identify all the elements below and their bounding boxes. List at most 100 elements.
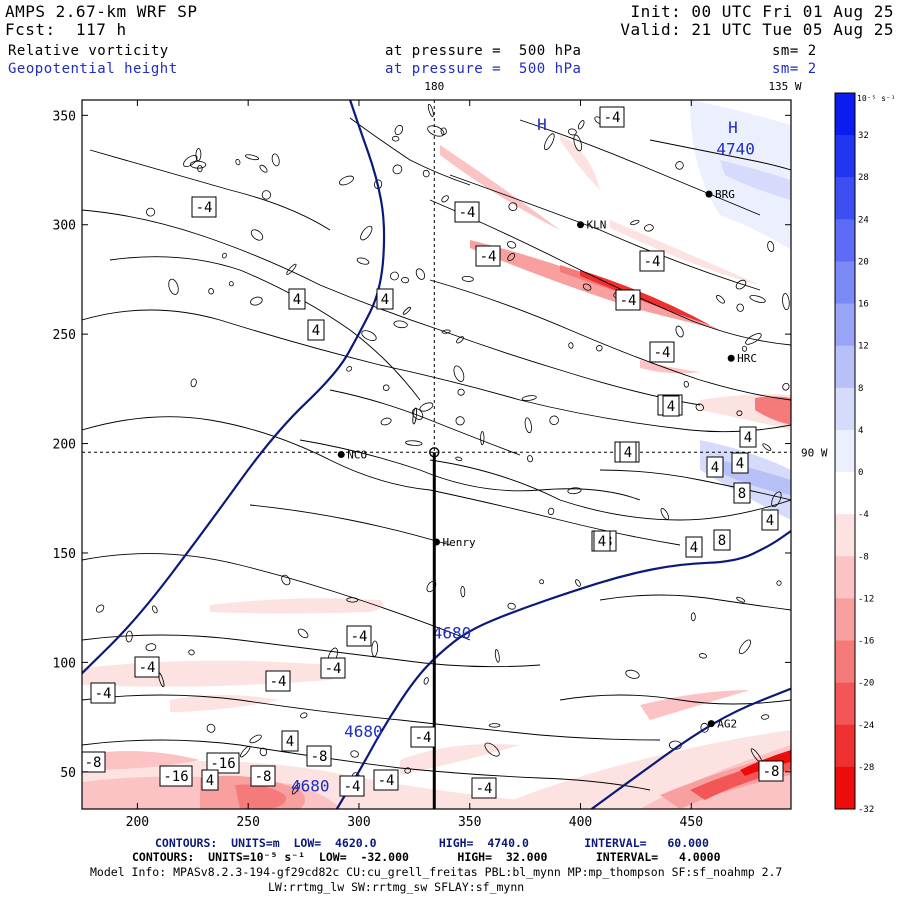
vorticity-small-loop bbox=[738, 639, 752, 655]
vorticity-small-loop bbox=[250, 296, 263, 306]
colorbar-swatch bbox=[835, 345, 855, 389]
vorticity-label-box: 8 bbox=[733, 482, 751, 504]
y-tick-label: 350 bbox=[53, 109, 76, 124]
vorticity-small-loop bbox=[455, 456, 463, 461]
lon-label-135w: 135 W bbox=[768, 80, 801, 93]
vorticity-label-box: 4 bbox=[201, 769, 219, 791]
vorticity-small-loop bbox=[405, 440, 423, 446]
colorbar-tick-label: 28 bbox=[858, 173, 869, 183]
vorticity-small-loop bbox=[543, 133, 555, 151]
vorticity-label-box: -4 bbox=[346, 625, 372, 647]
vorticity-label-frame bbox=[639, 250, 665, 272]
colorbar-tick-label: 8 bbox=[858, 384, 863, 394]
vorticity-label-box: 4 bbox=[685, 536, 703, 558]
vorticity-label-frame bbox=[615, 289, 641, 311]
station-marker bbox=[433, 538, 440, 546]
colorbar-swatch bbox=[835, 514, 855, 557]
station-marker bbox=[707, 720, 715, 728]
vorticity-small-loop bbox=[771, 491, 782, 508]
vorticity-small-loop bbox=[440, 127, 447, 136]
vorticity-label-text: -4 bbox=[415, 730, 432, 746]
vorticity-small-loop bbox=[573, 134, 582, 152]
vorticity-small-loop bbox=[488, 723, 501, 728]
vorticity-contour-6 bbox=[82, 553, 471, 641]
vorticity-small-loop bbox=[259, 164, 268, 173]
vorticity-label-box: -4 bbox=[320, 657, 346, 679]
vorticity-small-loop bbox=[453, 365, 465, 382]
vorticity-label-box: 4 bbox=[731, 452, 749, 474]
lon-label-180: 180 bbox=[424, 80, 444, 93]
colorbar-swatch bbox=[835, 93, 855, 136]
model-title: AMPS 2.67-km WRF SP bbox=[5, 2, 198, 21]
vorticity-small-loop bbox=[507, 252, 516, 262]
vorticity-small-loop bbox=[776, 580, 782, 586]
colorbar-swatch bbox=[835, 640, 855, 684]
vorticity-label-text: -4 bbox=[325, 661, 342, 677]
vorticity-small-loop bbox=[782, 293, 790, 311]
forecast-hour: Fcst: 117 h bbox=[5, 20, 127, 39]
vorticity-small-loop bbox=[427, 103, 434, 117]
station-label: AG2 bbox=[717, 718, 737, 731]
vorticity-small-loop bbox=[360, 225, 373, 241]
colorbar-frame bbox=[834, 92, 856, 810]
vorticity-small-loop bbox=[380, 417, 392, 426]
vorticity-small-loop bbox=[190, 378, 197, 388]
colorbar-swatch bbox=[835, 766, 855, 810]
vorticity-contour-4 bbox=[82, 416, 681, 546]
vorticity-label-box: 4 bbox=[307, 319, 325, 341]
colorbar-swatch bbox=[835, 724, 855, 768]
vorticity-small-loop bbox=[228, 281, 234, 287]
height-contour-label: 4680 bbox=[433, 623, 472, 642]
x-tick-label: 400 bbox=[569, 815, 592, 830]
vorticity-small-loop bbox=[394, 124, 404, 136]
colorbar-tick-label: -32 bbox=[858, 805, 874, 815]
vorticity-small-loop bbox=[456, 336, 464, 344]
vorticity-label-box: -4 bbox=[373, 769, 399, 791]
vorticity-contour-9 bbox=[449, 174, 761, 291]
lon-label-90w: 90 W bbox=[801, 446, 828, 459]
colorbar-tick-label: 12 bbox=[858, 342, 869, 352]
vorticity-contour-13 bbox=[82, 694, 661, 741]
init-time: Init: 00 UTC Fri 01 Aug 25 bbox=[630, 2, 894, 21]
vorticity-label-text: 8 bbox=[738, 486, 746, 502]
vorticity-label-frame bbox=[619, 441, 637, 463]
vorticity-small-loop bbox=[460, 586, 466, 598]
vorticity-contour-3 bbox=[109, 256, 421, 401]
vorticity-label-frame bbox=[685, 536, 703, 558]
vorticity-small-loop bbox=[494, 649, 500, 663]
vorticity-small-loop bbox=[240, 745, 251, 758]
vorticity-small-loop bbox=[426, 580, 437, 593]
station-label: HRC bbox=[737, 352, 757, 365]
vorticity-small-loop bbox=[761, 714, 770, 720]
vorticity-small-loop bbox=[782, 382, 790, 391]
vorticity-label-frame bbox=[706, 456, 724, 478]
vorticity-small-loop bbox=[392, 164, 403, 175]
vorticity-small-loop bbox=[683, 380, 689, 388]
vorticity-small-loop bbox=[455, 416, 465, 426]
vorticity-label-box: -4 bbox=[90, 682, 116, 704]
vorticity-shade-25 bbox=[720, 160, 791, 200]
vorticity-label-frame bbox=[758, 760, 784, 782]
colorbar-swatch bbox=[835, 177, 855, 220]
vorticity-label-box: -8 bbox=[758, 760, 784, 782]
vorticity-label-box: -16 bbox=[159, 765, 193, 787]
vorticity-label-box: -4 bbox=[475, 245, 501, 267]
vorticity-small-loop bbox=[521, 395, 537, 401]
vorticity-small-loop bbox=[675, 161, 684, 170]
vorticity-label-box: 4 bbox=[662, 395, 680, 417]
vorticity-small-loop bbox=[390, 271, 399, 281]
vorticity-shade-20 bbox=[560, 135, 600, 190]
vorticity-small-loop bbox=[356, 257, 370, 265]
vorticity-small-loop bbox=[423, 677, 429, 685]
vorticity-label-text: -4 bbox=[620, 293, 637, 309]
vorticity-small-loop bbox=[422, 169, 430, 178]
station-label: NCO bbox=[347, 449, 367, 462]
vorticity-small-loop bbox=[402, 306, 411, 315]
vorticity-small-loop bbox=[393, 320, 408, 329]
vorticity-shade-17 bbox=[610, 220, 760, 285]
high-marker: H bbox=[728, 118, 738, 137]
vorticity-small-loop bbox=[391, 135, 400, 142]
vorticity-small-loop bbox=[250, 229, 264, 241]
vorticity-contour-2 bbox=[89, 149, 331, 231]
